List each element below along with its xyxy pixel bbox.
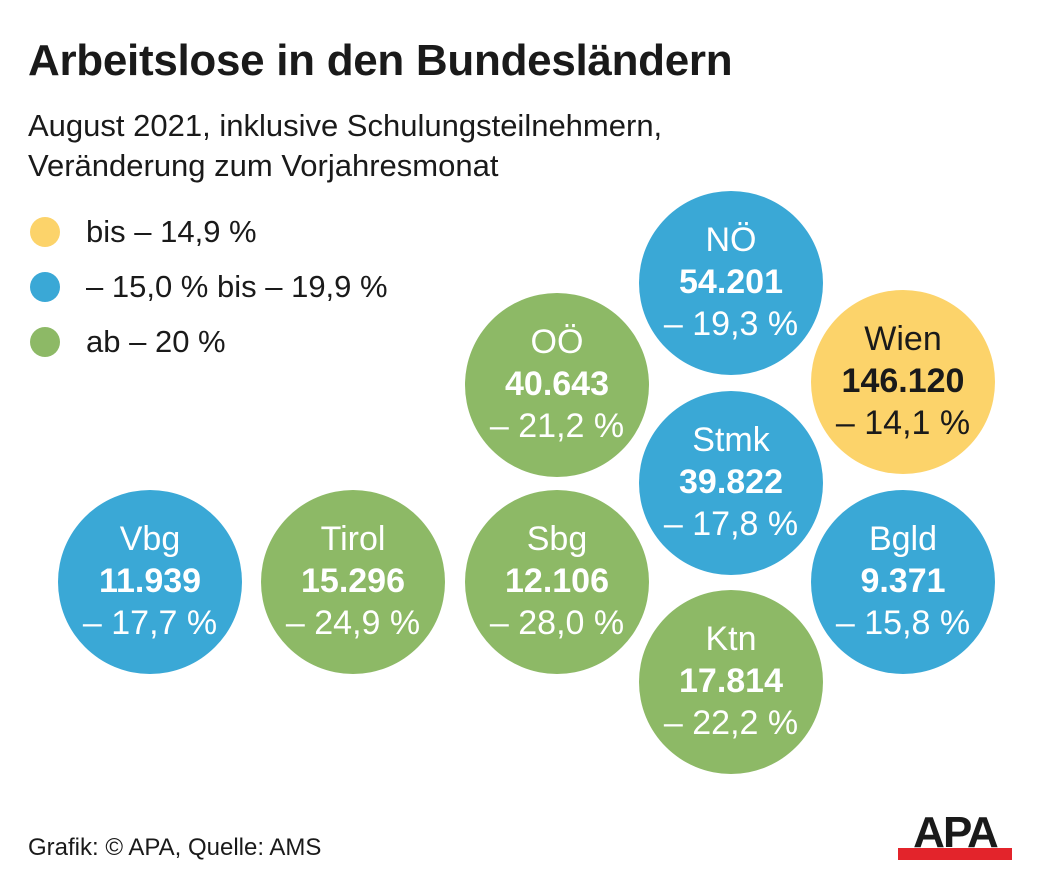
bubble-stmk: Stmk 39.822 – 17,8 % (639, 391, 823, 575)
bubble-name: Sbg (527, 520, 588, 558)
bubble-name: NÖ (706, 221, 757, 259)
bubble-circle (811, 490, 995, 674)
bubble-oö: OÖ 40.643 – 21,2 % (465, 293, 649, 477)
bubble-name: OÖ (531, 323, 584, 361)
bubble-value: 146.120 (842, 362, 965, 400)
bubble-value: 54.201 (679, 263, 783, 301)
bubble-sbg: Sbg 12.106 – 28,0 % (465, 490, 649, 674)
legend-item: – 15,0 % bis – 19,9 % (30, 269, 388, 304)
bubble-change: – 28,0 % (490, 604, 624, 642)
bubble-ktn: Ktn 17.814 – 22,2 % (639, 590, 823, 774)
bubble-change: – 17,8 % (664, 505, 798, 543)
bubble-circle (639, 391, 823, 575)
legend-blue-dot-icon (30, 272, 60, 302)
bubble-circle (465, 490, 649, 674)
bubble-vbg: Vbg 11.939 – 17,7 % (58, 490, 242, 674)
bubble-circle (811, 290, 995, 474)
source-footer: Grafik: © APA, Quelle: AMS (28, 834, 322, 861)
bubble-value: 12.106 (505, 562, 609, 600)
legend-item: ab – 20 % (30, 324, 226, 359)
bubble-wien: Wien 146.120 – 14,1 % (811, 290, 995, 474)
bubble-change: – 24,9 % (286, 604, 420, 642)
bubble-value: 39.822 (679, 463, 783, 501)
bubble-circle (58, 490, 242, 674)
bubble-value: 17.814 (679, 662, 783, 700)
legend-green-dot-icon (30, 327, 60, 357)
svg-text:APA: APA (913, 812, 998, 857)
bubble-circle (465, 293, 649, 477)
subtitle-line-2: Veränderung zum Vorjahresmonat (28, 148, 499, 183)
bubble-change: – 22,2 % (664, 704, 798, 742)
bubble-value: 15.296 (301, 562, 405, 600)
bubble-value: 40.643 (505, 365, 609, 403)
bubble-change: – 14,1 % (836, 404, 970, 442)
bubble-change: – 15,8 % (836, 604, 970, 642)
legend-label: ab – 20 % (86, 324, 226, 359)
bubble-name: Ktn (705, 620, 756, 658)
subtitle-line-1: August 2021, inklusive Schulungsteilnehm… (28, 108, 663, 143)
bubble-circle (261, 490, 445, 674)
bubble-change: – 19,3 % (664, 305, 798, 343)
bubble-tirol: Tirol 15.296 – 24,9 % (261, 490, 445, 674)
chart-title: Arbeitslose in den Bundesländern (28, 36, 733, 85)
apa-logo: APA (898, 812, 1012, 860)
legend-yellow-dot-icon (30, 217, 60, 247)
bubble-change: – 21,2 % (490, 407, 624, 445)
bubble-name: Tirol (321, 520, 386, 558)
bubble-value: 11.939 (99, 562, 201, 600)
bubble-name: Bgld (869, 520, 937, 558)
bubble-circle (639, 191, 823, 375)
legend-item: bis – 14,9 % (30, 214, 257, 249)
bubble-value: 9.371 (860, 562, 945, 600)
bubble-name: Stmk (692, 421, 770, 459)
bubble-bgld: Bgld 9.371 – 15,8 % (811, 490, 995, 674)
legend-label: – 15,0 % bis – 19,9 % (86, 269, 388, 304)
legend-label: bis – 14,9 % (86, 214, 257, 249)
bubble-name: Vbg (120, 520, 181, 558)
bubble-name: Wien (864, 320, 941, 358)
bubble-change: – 17,7 % (83, 604, 217, 642)
bubble-circle (639, 590, 823, 774)
bubble-nö: NÖ 54.201 – 19,3 % (639, 191, 823, 375)
